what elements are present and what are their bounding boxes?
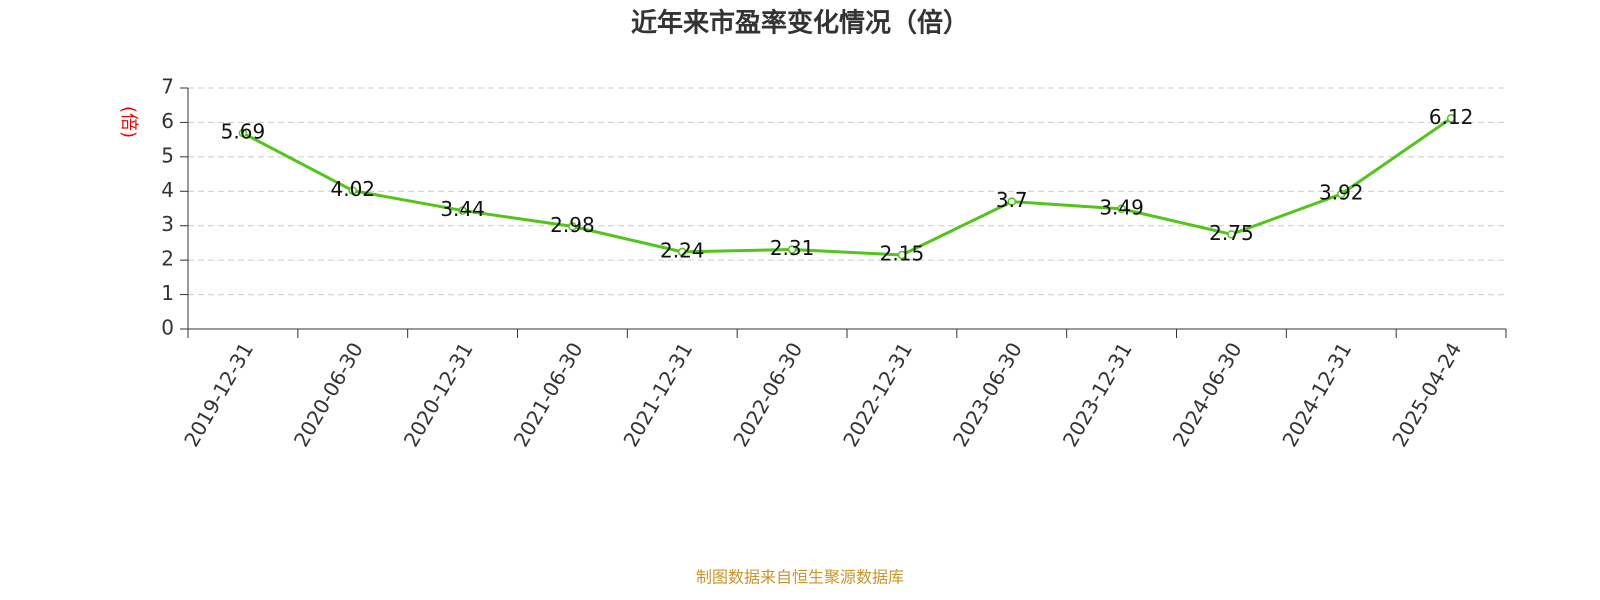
x-tick-label: 2024-06-30 bbox=[1168, 338, 1247, 451]
y-tick-label: 0 bbox=[161, 316, 174, 340]
data-label: 3.49 bbox=[1099, 195, 1144, 219]
x-tick-label: 2020-06-30 bbox=[289, 338, 368, 451]
x-tick-label: 2024-12-31 bbox=[1277, 338, 1356, 451]
data-point bbox=[568, 222, 577, 231]
data-point bbox=[458, 206, 467, 215]
x-tick-label: 2022-06-30 bbox=[728, 338, 807, 451]
data-point bbox=[1227, 230, 1236, 239]
x-tick-label: 2023-06-30 bbox=[948, 338, 1027, 451]
data-label: 4.02 bbox=[330, 177, 375, 201]
y-tick-label: 5 bbox=[161, 143, 174, 167]
data-point bbox=[787, 245, 797, 254]
y-tick-label: 6 bbox=[161, 109, 174, 133]
data-point bbox=[348, 186, 357, 195]
y-tick-label: 2 bbox=[161, 247, 174, 271]
y-axis-label: (倍) bbox=[118, 106, 139, 138]
data-label: 6.12 bbox=[1429, 105, 1474, 129]
data-point bbox=[897, 250, 907, 260]
x-tick-label: 2021-06-30 bbox=[509, 338, 588, 451]
data-label: 3.7 bbox=[996, 188, 1028, 212]
y-tick-label: 1 bbox=[161, 281, 174, 305]
x-tick-label: 2019-12-31 bbox=[179, 338, 258, 451]
x-tick-label: 2020-12-31 bbox=[399, 338, 478, 451]
y-tick-label: 7 bbox=[161, 75, 174, 99]
data-label: 3.92 bbox=[1319, 181, 1364, 205]
data-point bbox=[1446, 114, 1456, 123]
x-tick-label: 2021-12-31 bbox=[618, 338, 697, 451]
source-note: 制图数据来自恒生聚源数据库 bbox=[696, 568, 904, 587]
y-tick-label: 4 bbox=[161, 178, 174, 202]
data-point bbox=[1337, 189, 1346, 199]
data-label: 2.75 bbox=[1209, 221, 1254, 245]
y-tick-label: 3 bbox=[161, 212, 174, 236]
data-label: 5.69 bbox=[221, 120, 266, 144]
data-point bbox=[1117, 204, 1126, 214]
data-label: 2.24 bbox=[660, 238, 705, 262]
data-label: 2.98 bbox=[550, 213, 595, 237]
x-tick-label: 2025-04-24 bbox=[1387, 338, 1466, 451]
data-line bbox=[242, 117, 1452, 257]
x-tick-label: 2023-12-31 bbox=[1058, 338, 1137, 451]
chart-title: 近年来市盈率变化情况（倍） bbox=[631, 8, 969, 39]
data-point bbox=[238, 128, 248, 138]
data-label: 3.44 bbox=[440, 197, 485, 221]
data-label: 2.31 bbox=[770, 236, 815, 260]
data-label: 2.15 bbox=[880, 241, 925, 265]
data-point bbox=[1007, 197, 1016, 206]
x-tick-label: 2022-12-31 bbox=[838, 338, 917, 451]
data-point bbox=[678, 247, 687, 257]
